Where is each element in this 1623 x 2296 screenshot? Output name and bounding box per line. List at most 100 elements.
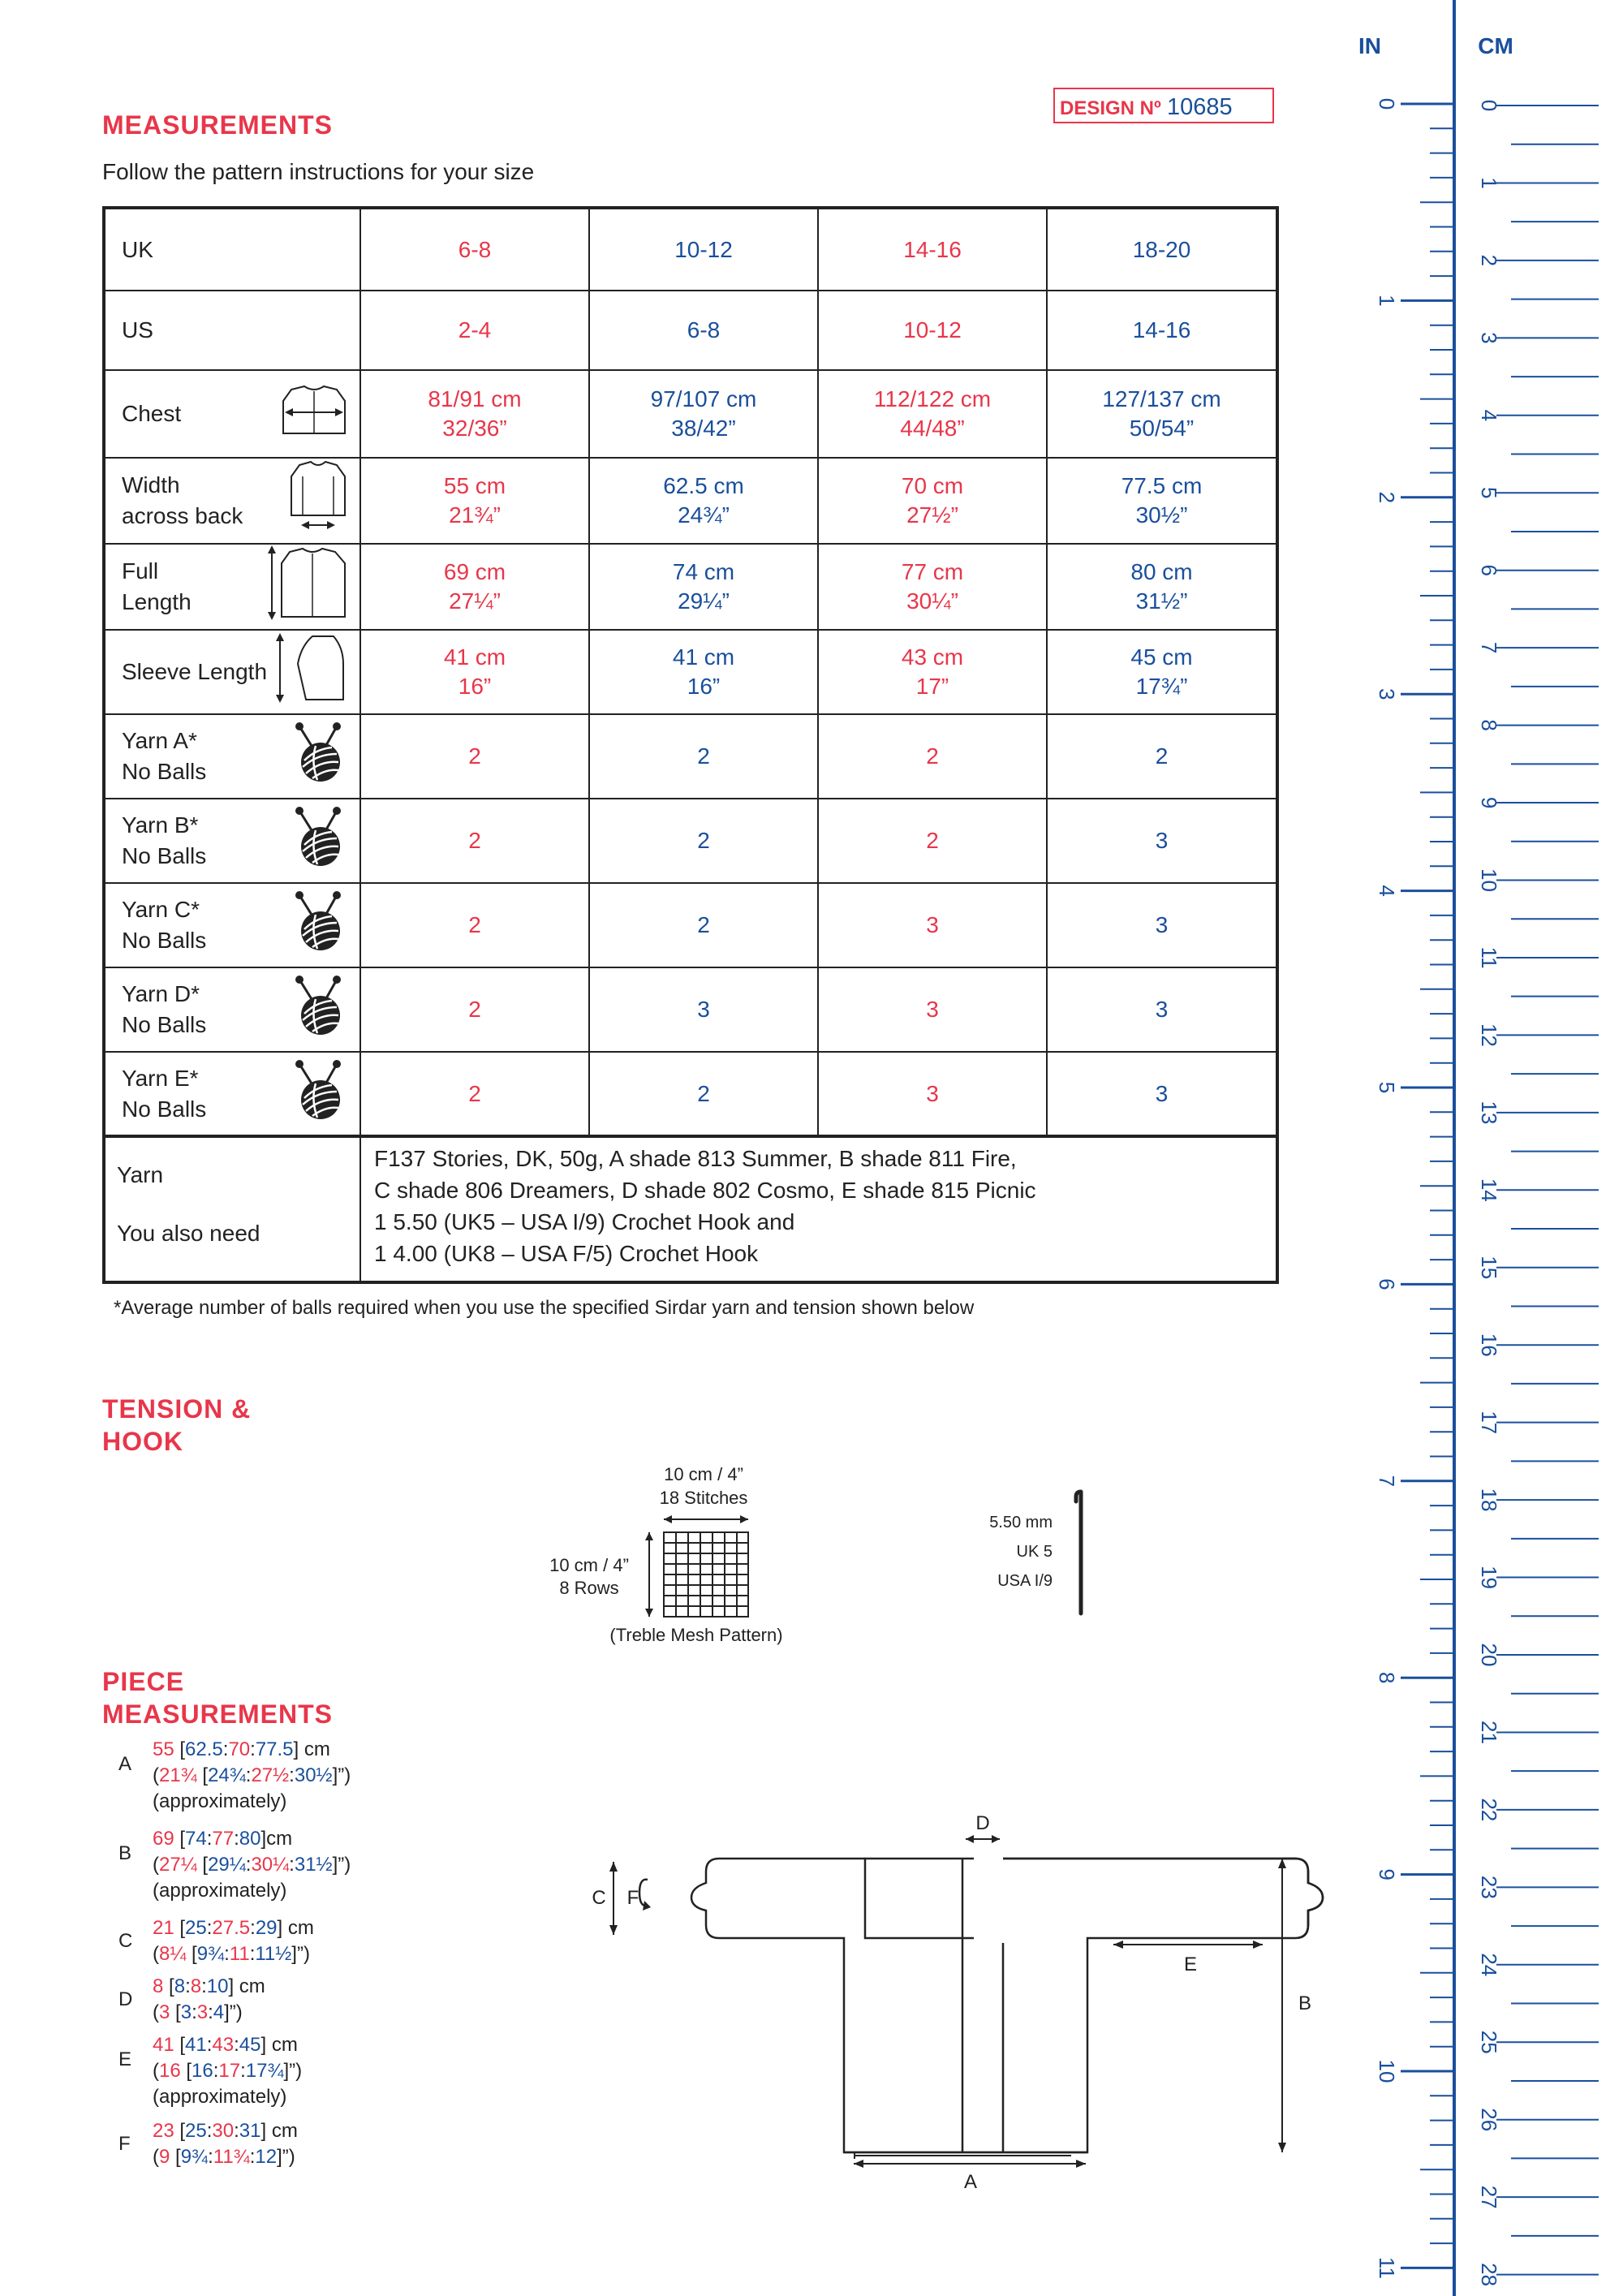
yarn-balls-value: 2 [588, 798, 819, 884]
piece-measurement-value: : [289, 1854, 295, 1876]
piece-measurement-value: 11 [229, 1943, 250, 1965]
piece-measurement-line: 21 [25:27.5:29] cm [153, 1915, 314, 1941]
measurement-value-line: 30½” [1135, 502, 1188, 528]
measurement-value: 80 cm 31½” [1046, 543, 1279, 631]
garment-outline-left [690, 1857, 1289, 2154]
measurement-label: Full Length [102, 543, 361, 631]
ruler-cm-number: 23 [1477, 1876, 1501, 1899]
piece-measurement-value: : [192, 2001, 197, 2023]
piece-measurement-value: 3 [180, 2001, 192, 2023]
piece-measurement-value: 30¼ [251, 1854, 290, 1876]
dimension-label-a: A [964, 2171, 977, 2193]
measurement-value-line: 29¼” [678, 588, 730, 614]
ruler-cm-number: 4 [1477, 410, 1501, 421]
measurement-label-line: Length [122, 589, 192, 614]
ruler-inch-number: 8 [1375, 1672, 1399, 1683]
measurement-row: Sleeve Length 41 cm 16” 41 cm 16” 43 cm 17” 45 … [102, 629, 1279, 715]
piece-title-line: PIECE [102, 1667, 185, 1696]
dimension-label-b: B [1298, 1992, 1311, 2014]
piece-measurement-value: 30 [212, 2120, 235, 2142]
piece-measurement-value: ]cm [260, 1828, 293, 1850]
piece-letter: F [118, 2133, 131, 2155]
measurement-value-line: 41 cm [443, 644, 506, 670]
measurement-row: Width across back 55 cm 21¾” 62.5 cm 24¾” 70 c… [102, 457, 1279, 545]
piece-measurement-value: 9¾ [196, 1943, 225, 1965]
piece-measurement-value: 9¾ [180, 2146, 209, 2168]
yarn-label: Yarn D* No Balls [102, 967, 361, 1053]
crochet-hook-icon [1074, 1489, 1083, 1616]
ruler-cm-number: 18 [1477, 1488, 1501, 1512]
piece-measurement-line: 69 [74:77:80]cm [153, 1826, 292, 1852]
yarn-balls-value: 2 [588, 882, 819, 968]
uk-size: 6-8 [359, 206, 590, 291]
ruler-cm-number: 20 [1477, 1643, 1501, 1667]
ruler-cm-number: 8 [1477, 719, 1501, 730]
piece-measurement-value: 9 [159, 2146, 170, 2168]
piece-measurement-value: 29 [255, 1917, 278, 1939]
piece-measurement-value: ( [153, 2001, 159, 2023]
also-need-line: 1 5.50 (UK5 – USA I/9) Crochet Hook and [374, 1209, 795, 1234]
piece-measurement-value: ] cm [260, 2034, 298, 2056]
measurement-value-line: 97/107 cm [650, 386, 757, 411]
piece-measurement-value: 41 [185, 2034, 207, 2056]
measurement-value-line: 31½” [1135, 588, 1188, 614]
us-size: 6-8 [588, 290, 819, 371]
piece-measurement-value: 31 [239, 2120, 261, 2142]
uk-size: 18-20 [1046, 206, 1279, 291]
piece-measurement-value: ]”) [224, 2001, 243, 2023]
piece-measurement-value: : [250, 1738, 256, 1760]
us-size-row: US 2-4 6-8 10-12 14-16 [102, 290, 1279, 371]
piece-measurement-value: : [250, 1917, 256, 1939]
ruler-inch-number: 0 [1375, 98, 1399, 110]
tension-width-label: 10 cm / 4” [664, 1464, 743, 1484]
piece-measurement-value: 11¾ [213, 2146, 250, 2168]
piece-measurement-value: 41 [153, 2034, 174, 2056]
piece-measurement-value: (approximately) [153, 1880, 287, 1902]
piece-measurement-value: 43 [212, 2034, 235, 2056]
tension-pattern-label: (Treble Mesh Pattern) [609, 1625, 782, 1645]
piece-measurement-value: 77.5 [255, 1738, 294, 1760]
piece-measurement-value: : [245, 1854, 252, 1876]
follow-instructions-text: Follow the pattern instructions for your… [102, 159, 535, 184]
measurement-value-line: 41 cm [672, 644, 735, 670]
piece-measurement-value: 12 [255, 2146, 278, 2168]
piece-measurement-value: (approximately) [153, 1790, 287, 1812]
measurement-label-line: Width [122, 472, 180, 498]
hook-diagram: 5.50 mm UK 5 USA I/9 [989, 1489, 1083, 1616]
dimension-label-d: D [975, 1812, 989, 1834]
ruler-inch-number: 11 [1375, 2257, 1399, 2279]
piece-measurement-value: [ [186, 1943, 197, 1965]
piece-measurement-value: [ [170, 2001, 181, 2023]
measurement-label: Sleeve Length [102, 629, 361, 715]
ruler-cm-number: 13 [1477, 1101, 1501, 1124]
measurement-value: 112/122 cm 44/48” [817, 369, 1048, 459]
tension-swatch-diagram: 10 cm / 4” 18 Stitches 10 cm / 4” 8 Rows… [549, 1464, 782, 1645]
ruler-inch-number: 2 [1375, 492, 1399, 503]
piece-measurement-value: 8 [174, 1975, 186, 1997]
piece-measurement-value: 4 [213, 2001, 225, 2023]
dimension-label-e: E [1184, 1954, 1197, 1975]
measurement-value-line: 38/42” [671, 416, 736, 441]
swatch-grid [663, 1531, 749, 1618]
piece-measurement-value: ( [153, 1854, 159, 1876]
piece-measurement-value: 80 [239, 1828, 261, 1850]
yarn-label: Yarn [117, 1162, 164, 1187]
yarn-label-line: Yarn B* [122, 812, 199, 838]
measurement-value: 41 cm 16” [359, 629, 590, 715]
piece-measurement-value: 8¼ [159, 1943, 187, 1965]
design-number: 10685 [1167, 94, 1233, 120]
yarn-label-line: Yarn C* [122, 897, 200, 922]
piece-measurement-value: : [208, 2001, 213, 2023]
piece-letter: C [118, 1930, 133, 1952]
yarn-ball-icon [295, 976, 341, 1035]
us-label: US [102, 290, 361, 371]
uk-size: 14-16 [817, 206, 1048, 291]
piece-measurement-value: 16 [159, 2060, 181, 2082]
piece-measurement-value: ( [153, 1943, 159, 1965]
measurement-value: 77 cm 30¼” [817, 543, 1048, 631]
piece-letter: A [118, 1753, 132, 1775]
yarn-balls-value: 2 [817, 713, 1048, 799]
piece-measurement-value: 16 [192, 2060, 213, 2082]
measurement-value-line: 70 cm [901, 473, 964, 498]
piece-measurement-value: : [206, 1917, 213, 1939]
